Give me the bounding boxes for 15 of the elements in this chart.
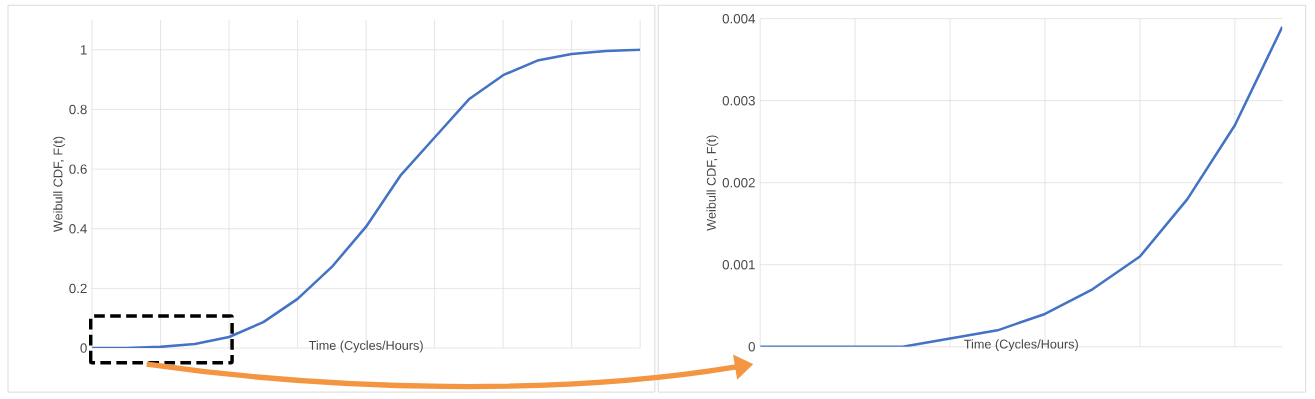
y-tick-label: 0.2 [69,283,87,294]
y-tick-label: 0.6 [69,164,87,174]
y-tick-label: 0.8 [69,104,87,115]
y-axis-title: Weibull CDF, F(t) [706,135,719,231]
y-tick-label: 0.001 [722,260,755,270]
y-tick-label: 0 [748,342,755,352]
y-tick-label: 0.003 [722,96,755,106]
y-tick-label: 0.4 [69,224,87,234]
y-tick-label: 0.002 [722,178,755,188]
x-axis-title: Time (Cycles/Hours) [308,340,423,353]
y-tick-label: 0.004 [722,14,756,24]
y-tick-label: 0 [80,343,87,353]
x-axis-title: Time (Cycles/Hours) [964,339,1078,352]
y-tick-label: 1 [80,45,87,55]
y-axis-title: Weibull CDF, F(t) [53,136,65,233]
